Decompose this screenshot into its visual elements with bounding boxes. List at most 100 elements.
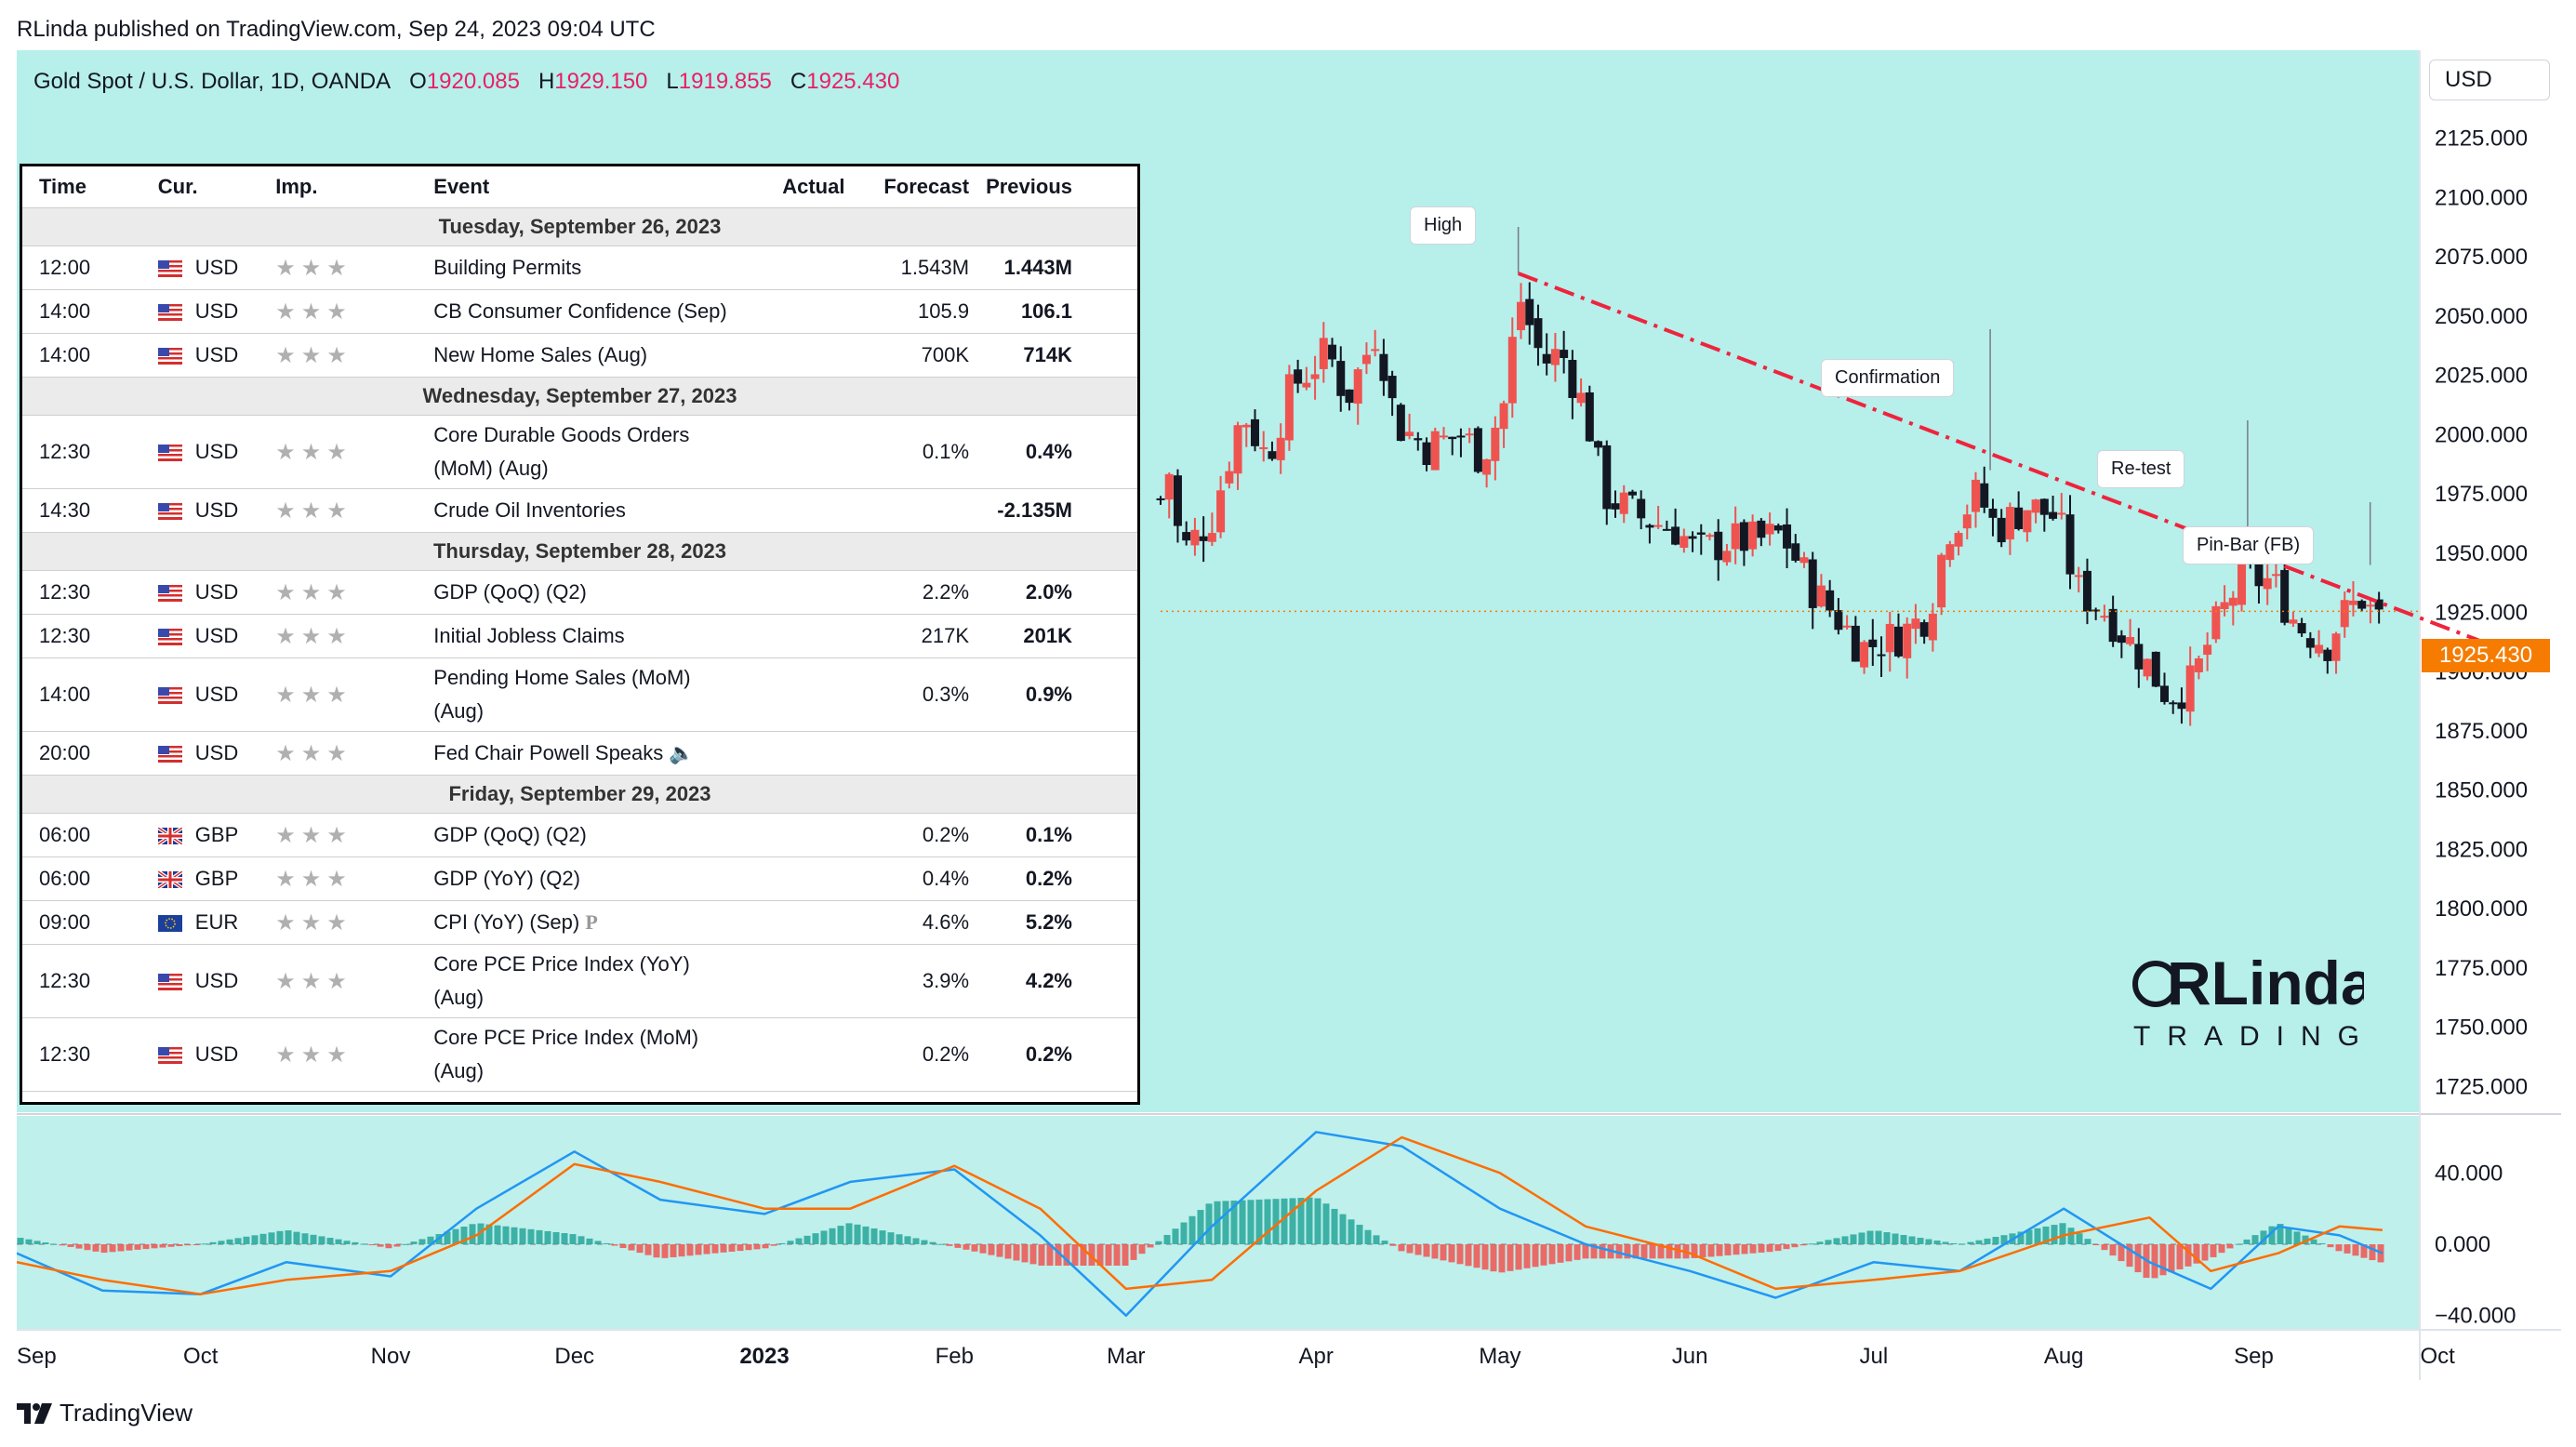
callout-pinbar[interactable]: Pin-Bar (FB) — [2183, 526, 2315, 564]
event-name[interactable]: Building Permits — [417, 246, 733, 290]
event-forecast: 0.4% — [844, 856, 970, 901]
calendar-event-row[interactable]: 06:00 GBP ★★★ GDP (YoY) (Q2) 0.4% 0.2% — [22, 856, 1137, 901]
callout-retest[interactable]: Re-test — [2097, 450, 2185, 488]
event-previous: 4.2% — [969, 944, 1137, 1018]
macd-histogram-bar — [2176, 1244, 2184, 1269]
event-name[interactable]: New Home Sales (Aug) — [417, 333, 733, 378]
candle-body — [2049, 511, 2058, 519]
event-name[interactable]: Initial Jobless Claims — [417, 614, 733, 658]
event-name[interactable]: GDP (QoQ) (Q2) — [417, 570, 733, 615]
macd-histogram-bar — [1666, 1244, 1673, 1259]
macd-histogram-bar — [1548, 1244, 1556, 1265]
price-axis-tick: 2025.000 — [2435, 364, 2528, 389]
candle-body — [2203, 644, 2212, 656]
event-name[interactable]: Crude Oil Inventories — [417, 488, 733, 533]
macd-histogram-bar — [845, 1223, 853, 1244]
macd-histogram-bar — [418, 1239, 426, 1244]
candle-body — [2220, 602, 2229, 609]
calendar-event-row[interactable]: 12:30 USD ★★★ Core PCE Price Index (MoM) (Au… — [22, 1017, 1137, 1092]
callout-confirmation[interactable]: Confirmation — [1821, 359, 1955, 397]
macd-histogram-bar — [1615, 1244, 1623, 1259]
importance-stars: ★★★ — [259, 944, 418, 1018]
calendar-event-row[interactable]: 14:00 USD ★★★ Pending Home Sales (MoM) (Aug)… — [22, 657, 1137, 732]
macd-histogram-bar — [728, 1244, 736, 1252]
macd-histogram-bar — [971, 1244, 978, 1252]
event-name[interactable]: Fed Chair Powell Speaks 🔈 — [417, 731, 733, 776]
importance-stars: ★★★ — [259, 1017, 418, 1092]
candle-body — [1414, 438, 1423, 441]
low-label: L — [666, 69, 679, 94]
candle-body — [1328, 344, 1337, 360]
calendar-event-row[interactable]: 14:00 USD ★★★ New Home Sales (Aug) 700K 714K — [22, 333, 1137, 378]
calendar-event-row[interactable]: 06:00 GBP ★★★ GDP (QoQ) (Q2) 0.2% 0.1% — [22, 813, 1137, 857]
candle-body — [2211, 605, 2221, 640]
event-actual — [732, 246, 845, 290]
macd-histogram-bar — [117, 1244, 125, 1252]
event-name[interactable]: GDP (YoY) (Q2) — [417, 856, 733, 901]
star-icons: ★★★ — [275, 439, 352, 465]
symbol-title[interactable]: Gold Spot / U.S. Dollar, 1D, OANDA — [33, 69, 392, 94]
event-time: 12:30 — [22, 415, 141, 489]
macd-histogram-bar — [33, 1241, 41, 1244]
time-axis-label: Feb — [936, 1344, 974, 1369]
macd-histogram-bar — [628, 1244, 635, 1251]
col-forecast: Forecast — [844, 166, 970, 208]
macd-histogram-bar — [1808, 1243, 1815, 1245]
candle-body — [2305, 638, 2315, 648]
candle-body — [1284, 374, 1294, 441]
us-flag-icon — [157, 1047, 182, 1065]
event-title: Pending Home Sales (MoM) — [433, 666, 691, 689]
candle-body — [1645, 524, 1654, 528]
macd-histogram-bar — [1105, 1244, 1112, 1266]
callout-high[interactable]: High — [1410, 206, 1477, 245]
event-title: Core PCE Price Index (YoY) — [433, 952, 690, 976]
event-name[interactable]: Core Durable Goods Orders (MoM) (Aug) — [417, 415, 733, 489]
event-actual — [732, 488, 845, 533]
macd-histogram-bar — [1389, 1244, 1397, 1246]
event-forecast: 1.543M — [844, 246, 970, 290]
macd-histogram-bar — [1599, 1244, 1606, 1259]
candle-body — [1671, 526, 1680, 545]
calendar-event-row[interactable]: 20:00 USD ★★★ Fed Chair Powell Speaks 🔈 — [22, 731, 1137, 776]
candle-body — [1499, 403, 1508, 430]
event-title-cont: (Aug) — [433, 1059, 485, 1082]
col-currency: Cur. — [140, 166, 259, 208]
tradingview-brand[interactable]: TradingView — [17, 1399, 193, 1427]
event-title: Initial Jobless Claims — [433, 624, 625, 647]
event-name[interactable]: CPI (YoY) (Sep) P — [417, 900, 733, 945]
candle-body — [2057, 512, 2066, 515]
macd-histogram-bar — [519, 1228, 526, 1244]
currency-button[interactable]: USD — [2429, 60, 2550, 100]
macd-histogram-bar — [2017, 1231, 2025, 1244]
macd-histogram-bar — [1046, 1244, 1054, 1266]
logo-subword: TRADING — [2133, 1021, 2364, 1052]
calendar-event-row[interactable]: 12:00 USD ★★★ Building Permits 1.543M 1.443M — [22, 246, 1137, 290]
event-name[interactable]: Core PCE Price Index (YoY) (Aug) — [417, 944, 733, 1018]
macd-histogram-bar — [1356, 1224, 1363, 1244]
calendar-event-row[interactable]: 12:30 USD ★★★ Core Durable Goods Orders (MoM… — [22, 415, 1137, 489]
calendar-event-row[interactable]: 12:30 USD ★★★ Core PCE Price Index (YoY) (Au… — [22, 944, 1137, 1018]
macd-histogram-bar — [1674, 1244, 1681, 1259]
calendar-event-row[interactable]: 12:30 USD ★★★ Initial Jobless Claims 217K 201… — [22, 614, 1137, 658]
event-currency: USD — [140, 289, 259, 334]
currency-code: USD — [194, 683, 239, 706]
macd-histogram-bar — [1565, 1244, 1573, 1262]
event-name[interactable]: CB Consumer Confidence (Sep) — [417, 289, 733, 334]
candle-body — [1611, 503, 1620, 510]
event-forecast: 0.2% — [844, 1017, 970, 1092]
macd-histogram-bar — [2277, 1224, 2284, 1244]
event-name[interactable]: Core PCE Price Index (MoM) (Aug) — [417, 1017, 733, 1092]
event-name[interactable]: Pending Home Sales (MoM) (Aug) — [417, 657, 733, 732]
col-actual: Actual — [732, 166, 845, 208]
macd-histogram-bar — [1188, 1215, 1196, 1244]
event-name[interactable]: GDP (QoQ) (Q2) — [417, 813, 733, 857]
macd-histogram-bar — [1331, 1208, 1338, 1244]
calendar-event-row[interactable]: 09:00 EUR ★★★ CPI (YoY) (Sep) P 4.6% 5.2% — [22, 900, 1137, 945]
macd-histogram-bar — [2025, 1229, 2033, 1244]
calendar-event-row[interactable]: 14:30 USD ★★★ Crude Oil Inventories -2.135M — [22, 488, 1137, 533]
macd-histogram-bar — [193, 1244, 200, 1245]
calendar-event-row[interactable]: 14:00 USD ★★★ CB Consumer Confidence (Sep) 1… — [22, 289, 1137, 334]
price-axis-tick: 2050.000 — [2435, 304, 2528, 329]
candle-body — [1242, 424, 1251, 428]
calendar-event-row[interactable]: 12:30 USD ★★★ GDP (QoQ) (Q2) 2.2% 2.0% — [22, 570, 1137, 615]
